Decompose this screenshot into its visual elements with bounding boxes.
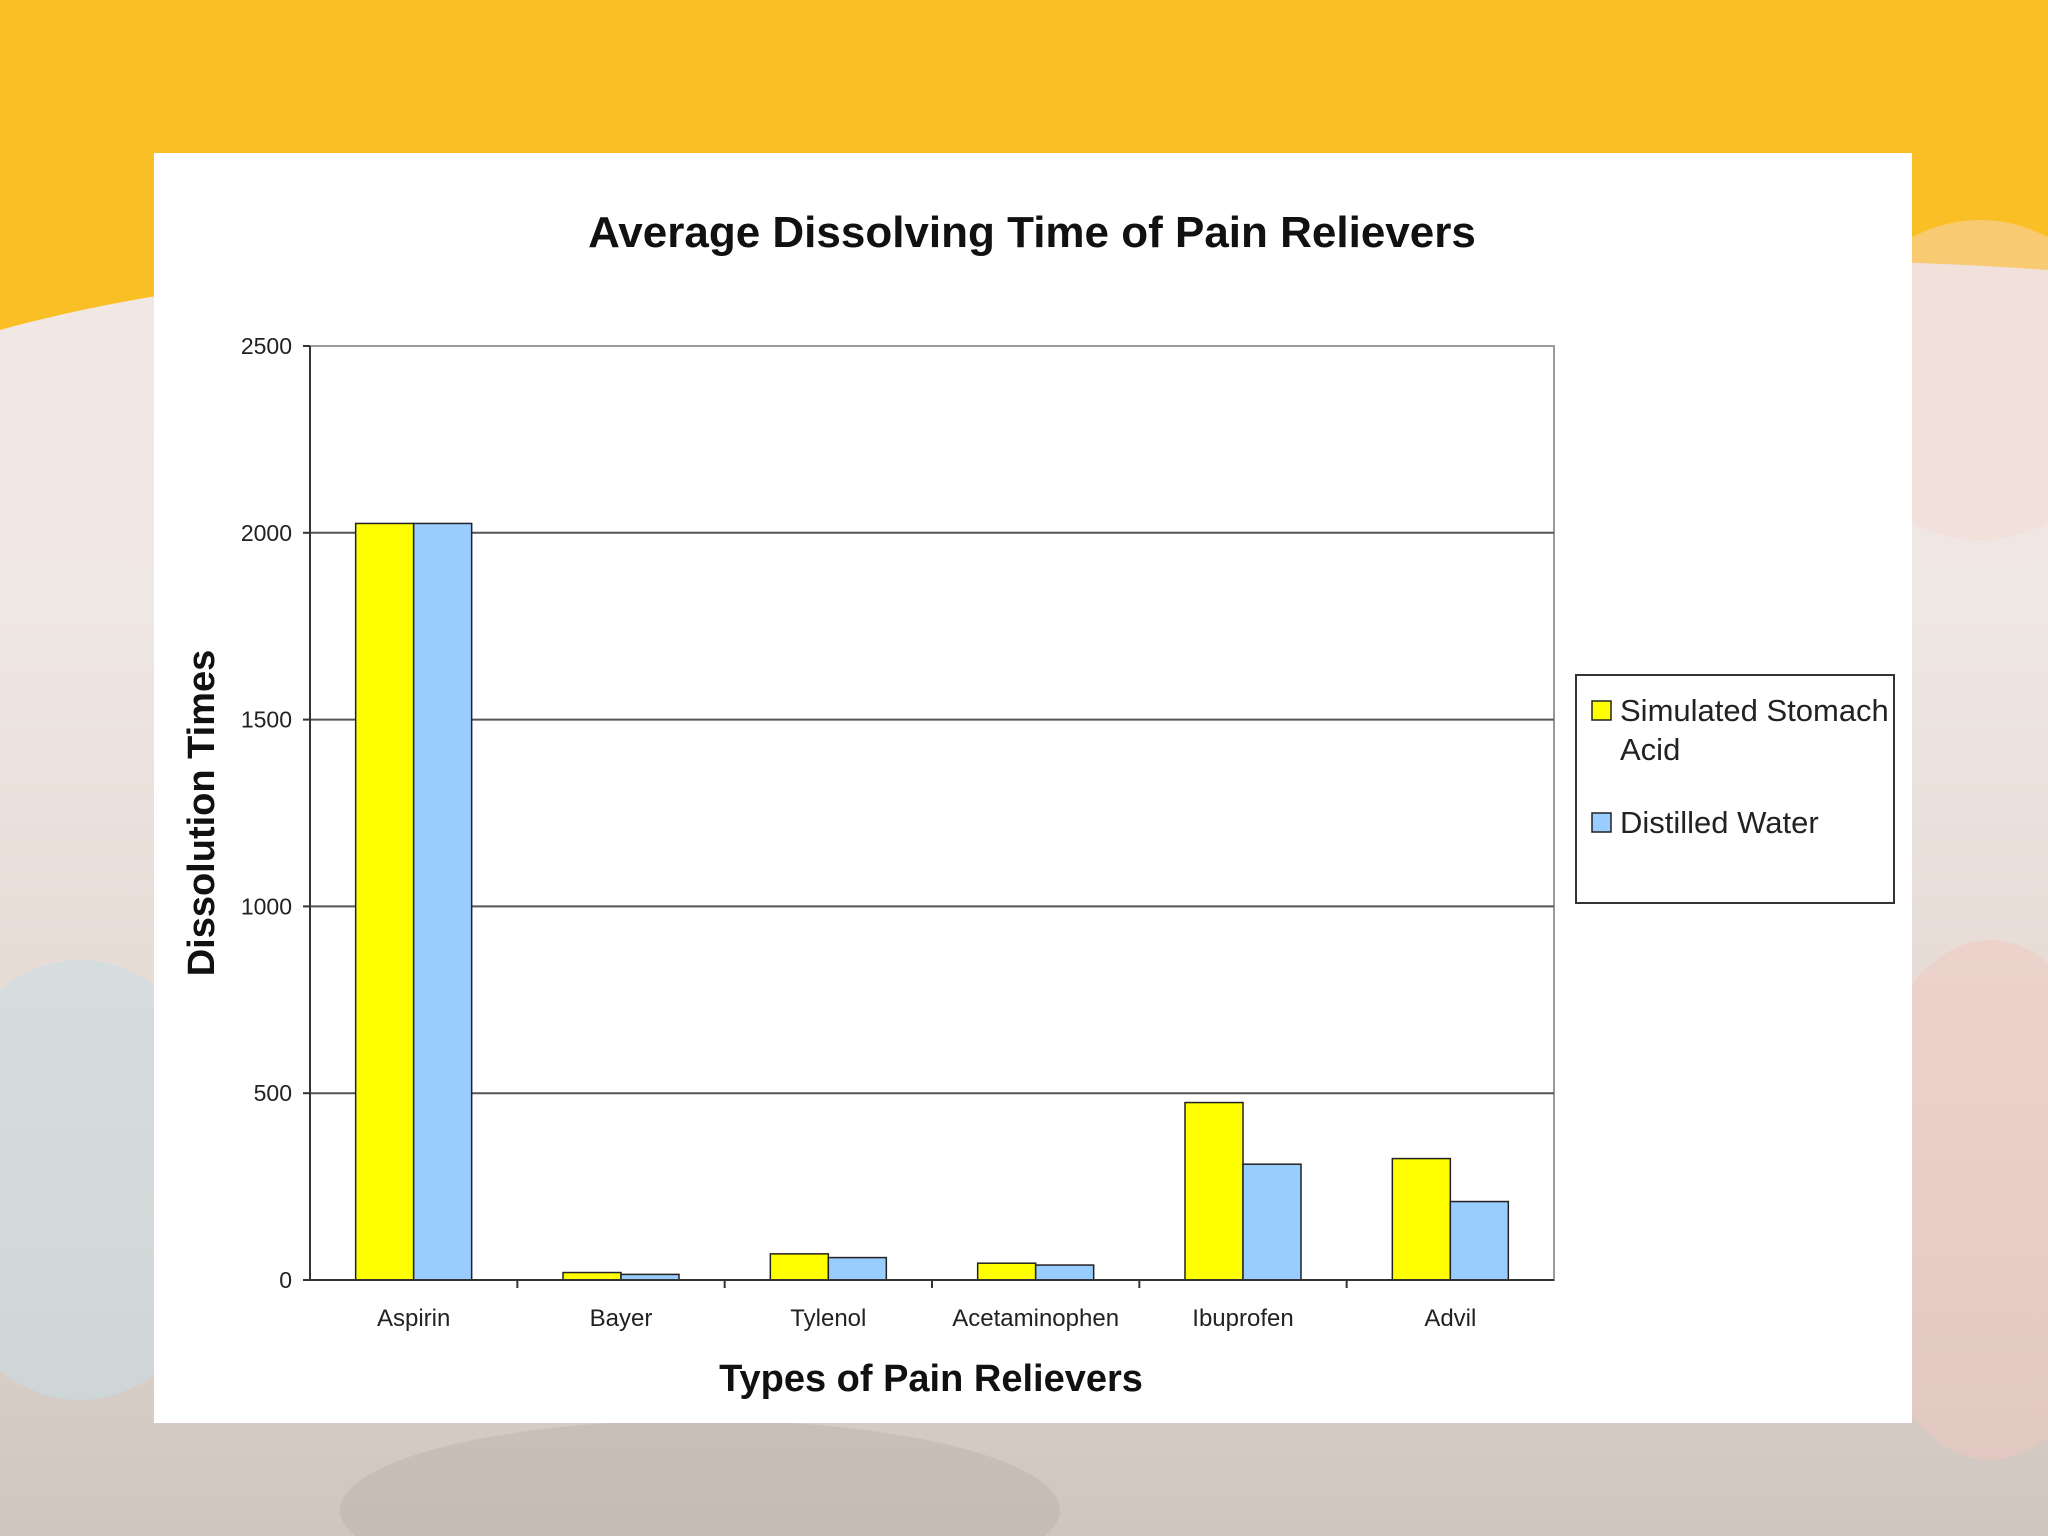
y-axis-title: Dissolution Times <box>181 650 223 977</box>
legend-label: Simulated Stomach Acid <box>1620 693 1889 767</box>
bar-tylenol-series-1 <box>769 1253 830 1281</box>
y-tick-label: 1500 <box>241 707 292 733</box>
plot-area: 0 500 1000 1500 2000 2500 Aspirin Bayer Tylenol A… <box>241 333 1555 1332</box>
bar-bayer-series-1 <box>562 1271 622 1281</box>
legend-swatch <box>1591 812 1612 833</box>
bar-aspirin-series-2 <box>412 522 473 1281</box>
bar-acetaminophen-series-1 <box>976 1262 1037 1281</box>
x-tick-label: Acetaminophen <box>952 1305 1119 1332</box>
chart-title: Average Dissolving Time of Pain Reliever… <box>588 208 1476 257</box>
bar-chart: Average Dissolving Time of Pain Reliever… <box>181 208 1895 1400</box>
bar-ibuprofen-series-2 <box>1242 1163 1302 1281</box>
bar-ibuprofen-series-1 <box>1184 1101 1244 1281</box>
legend: Simulated Stomach Acid Distilled Water <box>1575 674 1895 904</box>
x-tick-label: Aspirin <box>377 1305 450 1332</box>
bar-tylenol-series-2 <box>827 1256 888 1281</box>
legend-label: Distilled Water <box>1620 805 1819 840</box>
chart-panel: Average Dissolving Time of Pain Reliever… <box>154 153 1912 1423</box>
bar-acetaminophen-series-2 <box>1034 1264 1095 1281</box>
y-tick-label: 0 <box>279 1267 292 1293</box>
plot-frame <box>309 345 1555 1281</box>
bar-aspirin-series-1 <box>354 522 415 1281</box>
x-tick-label: Advil <box>1424 1305 1476 1332</box>
x-tick-label: Bayer <box>590 1305 653 1332</box>
legend-swatch <box>1591 700 1612 721</box>
y-tick-label: 500 <box>254 1080 292 1106</box>
legend-box <box>1575 674 1895 904</box>
y-tick-label: 2500 <box>241 333 292 359</box>
x-axis-title: Types of Pain Relievers <box>719 1358 1143 1400</box>
bar-advil-series-2 <box>1449 1200 1510 1281</box>
background-blur-shape <box>340 1420 1060 1536</box>
y-tick-label: 2000 <box>241 520 292 546</box>
y-tick-label: 1000 <box>241 893 292 919</box>
bar-advil-series-1 <box>1391 1157 1452 1281</box>
x-tick-label: Tylenol <box>790 1305 866 1332</box>
x-tick-label: Ibuprofen <box>1192 1305 1293 1332</box>
